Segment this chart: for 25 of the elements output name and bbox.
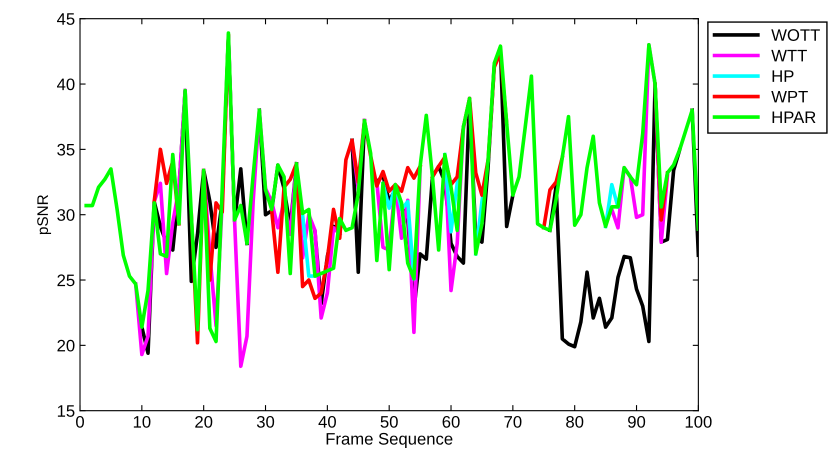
- y-tick-label: 40: [56, 78, 74, 90]
- x-tick-label: 30: [256, 416, 274, 428]
- x-tick-label: 50: [380, 416, 398, 428]
- legend-label: WTT: [771, 50, 807, 62]
- y-tick-label: 15: [58, 405, 74, 417]
- x-tick-label: 80: [566, 416, 584, 428]
- x-tick-label: 90: [628, 416, 646, 428]
- y-tick-label: 35: [57, 144, 74, 156]
- x-tick-label: 10: [134, 416, 150, 428]
- x-tick-label: 40: [318, 416, 336, 428]
- x-tick-label: 20: [195, 416, 212, 428]
- x-tick-label: 100: [686, 416, 712, 428]
- legend-label: HP: [772, 70, 794, 82]
- x-tick-label: 70: [504, 416, 522, 428]
- x-tick-label: 60: [442, 416, 460, 428]
- legend-label: WOTT: [771, 29, 820, 41]
- y-tick-label: 45: [56, 13, 74, 25]
- x-axis-title: Frame Sequence: [326, 432, 452, 448]
- y-tick-label: 25: [57, 274, 74, 286]
- legend-label: WPT: [771, 90, 808, 102]
- y-tick-label: 20: [57, 340, 74, 352]
- legend-label: HPAR: [772, 111, 816, 123]
- x-tick-label: 0: [76, 416, 84, 428]
- y-axis-title: pSNR: [37, 195, 52, 234]
- y-tick-label: 30: [57, 209, 74, 221]
